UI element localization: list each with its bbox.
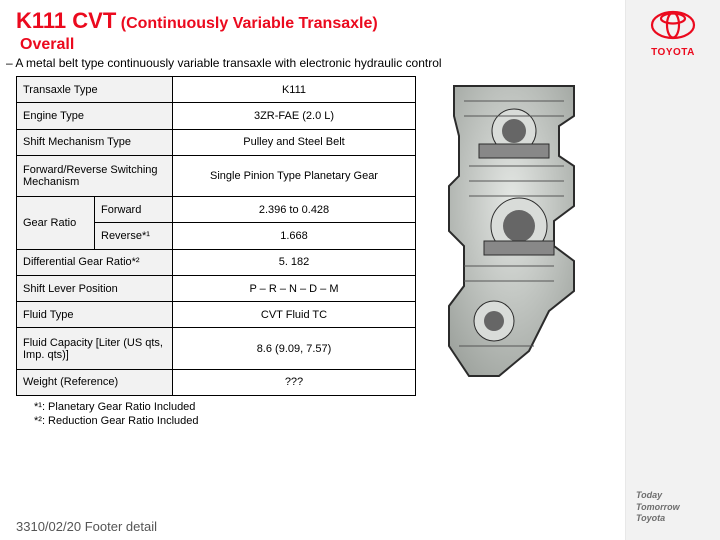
footnotes: *¹: Planetary Gear Ratio Included *²: Re… <box>34 400 609 429</box>
spec-label: Forward <box>95 197 173 223</box>
tagline-line: Toyota <box>636 513 716 524</box>
footnote: *²: Reduction Gear Ratio Included <box>34 414 609 428</box>
table-row: Shift Lever Position P – R – N – D – M <box>17 275 416 301</box>
footnote: *¹: Planetary Gear Ratio Included <box>34 400 609 414</box>
spec-group: Gear Ratio <box>17 197 95 250</box>
spec-label: Differential Gear Ratio*² <box>17 249 173 275</box>
title-main: K111 CVT <box>16 8 116 33</box>
spec-table: Transaxle Type K111 Engine Type 3ZR-FAE … <box>16 76 416 396</box>
spec-value: 1.668 <box>173 223 416 249</box>
footer-date: 3310/02/20 <box>16 519 81 534</box>
table-row: Gear Ratio Forward 2.396 to 0.428 <box>17 197 416 223</box>
spec-value: 8.6 (9.09, 7.57) <box>173 328 416 369</box>
brand-tagline: Today Tomorrow Toyota <box>630 490 716 530</box>
spec-value: P – R – N – D – M <box>173 275 416 301</box>
page-footer: 3310/02/20 Footer detail <box>16 519 157 534</box>
spec-label: Shift Mechanism Type <box>17 129 173 155</box>
tagline-line: Today <box>636 490 716 501</box>
spec-label: Engine Type <box>17 103 173 129</box>
table-row: Transaxle Type K111 <box>17 77 416 103</box>
table-row: Fluid Capacity [Liter (US qts, Imp. qts)… <box>17 328 416 369</box>
table-row: Differential Gear Ratio*² 5. 182 <box>17 249 416 275</box>
table-row: Weight (Reference) ??? <box>17 369 416 395</box>
transaxle-cutaway-image <box>424 76 604 396</box>
spec-label: Transaxle Type <box>17 77 173 103</box>
table-row: Shift Mechanism Type Pulley and Steel Be… <box>17 129 416 155</box>
footer-text: Footer detail <box>85 519 157 534</box>
spec-label: Forward/Reverse Switching Mechanism <box>17 155 173 196</box>
cutaway-icon <box>424 76 604 396</box>
spec-value: K111 <box>173 77 416 103</box>
spec-label: Weight (Reference) <box>17 369 173 395</box>
table-row: Engine Type 3ZR-FAE (2.0 L) <box>17 103 416 129</box>
spec-value: 3ZR-FAE (2.0 L) <box>173 103 416 129</box>
spec-label: Reverse*¹ <box>95 223 173 249</box>
tagline-line: Tomorrow <box>636 502 716 513</box>
content-area: K111 CVT (Continuously Variable Transaxl… <box>0 0 625 429</box>
title-sub: (Continuously Variable Transaxle) <box>121 15 378 32</box>
section-heading: Overall <box>20 36 609 54</box>
spec-value: ??? <box>173 369 416 395</box>
spec-label: Shift Lever Position <box>17 275 173 301</box>
brand-sidebar: TOYOTA Today Tomorrow Toyota <box>625 0 720 540</box>
table-row: Fluid Type CVT Fluid TC <box>17 302 416 328</box>
spec-label: Fluid Type <box>17 302 173 328</box>
spec-value: CVT Fluid TC <box>173 302 416 328</box>
toyota-logo: TOYOTA <box>650 10 696 58</box>
table-row: Forward/Reverse Switching Mechanism Sing… <box>17 155 416 196</box>
description: – A metal belt type continuously variabl… <box>6 56 609 70</box>
toyota-logo-icon <box>650 10 696 40</box>
spec-value: 2.396 to 0.428 <box>173 197 416 223</box>
page-title: K111 CVT (Continuously Variable Transaxl… <box>16 8 609 34</box>
toyota-wordmark: TOYOTA <box>650 47 696 58</box>
spec-value: 5. 182 <box>173 249 416 275</box>
spec-label: Fluid Capacity [Liter (US qts, Imp. qts)… <box>17 328 173 369</box>
spec-value: Single Pinion Type Planetary Gear <box>173 155 416 196</box>
spec-value: Pulley and Steel Belt <box>173 129 416 155</box>
